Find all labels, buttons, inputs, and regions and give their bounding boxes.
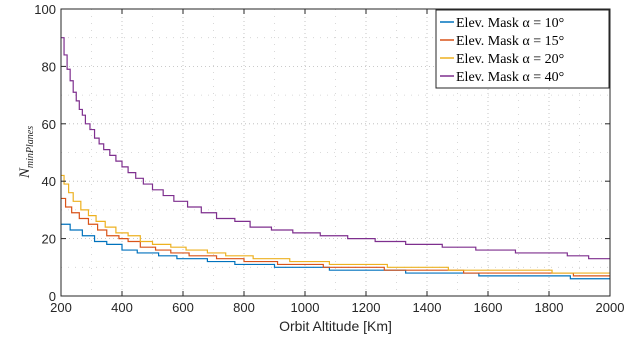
y-tick-label: 40	[42, 174, 56, 189]
x-tick-label: 800	[233, 300, 255, 315]
y-tick-label: 80	[42, 59, 56, 74]
x-axis-label: Orbit Altitude [Km]	[279, 318, 392, 334]
x-tick-label: 2000	[596, 300, 625, 315]
y-tick-label: 20	[42, 232, 56, 247]
x-tick-label: 1600	[474, 300, 503, 315]
legend-label: Elev. Mask α = 10°	[456, 16, 564, 31]
x-tick-label: 1400	[413, 300, 442, 315]
x-tick-label: 600	[172, 300, 194, 315]
x-tick-label: 1800	[535, 300, 564, 315]
y-tick-label: 60	[42, 117, 56, 132]
series-line-3	[61, 175, 610, 273]
legend-label: Elev. Mask α = 40°	[456, 70, 564, 85]
legend-label: Elev. Mask α = 15°	[456, 34, 564, 49]
y-tick-label: 100	[34, 2, 56, 17]
y-axis-label: NminPlanes	[17, 126, 36, 179]
y-tick-label: 0	[49, 289, 56, 304]
x-tick-label: 400	[111, 300, 133, 315]
y-axis-label-sub: minPlanes	[25, 126, 36, 168]
x-tick-label: 1200	[352, 300, 381, 315]
legend: Elev. Mask α = 10° Elev. Mask α = 15° Elev…	[436, 10, 609, 88]
legend-label: Elev. Mask α = 20°	[456, 52, 564, 67]
x-tick-label: 1000	[291, 300, 320, 315]
